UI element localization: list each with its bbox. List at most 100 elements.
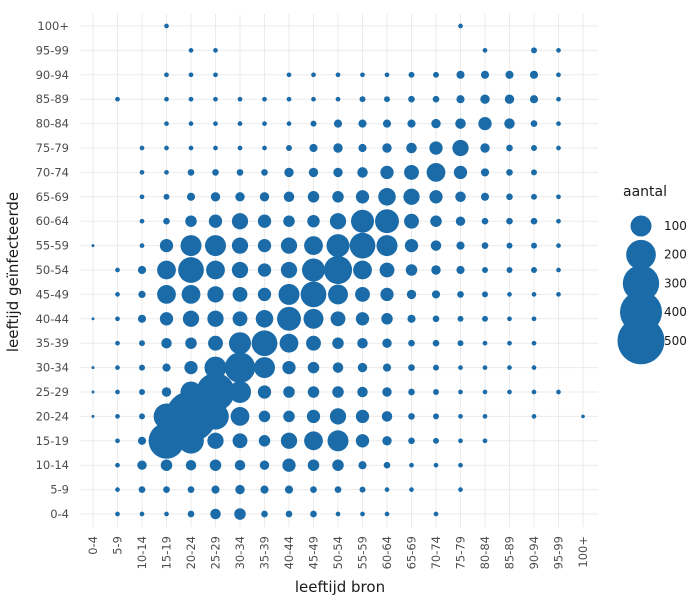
data-point bbox=[335, 511, 341, 517]
data-point bbox=[431, 118, 441, 129]
data-point bbox=[382, 387, 392, 397]
data-point bbox=[207, 310, 224, 327]
data-point bbox=[232, 311, 248, 327]
data-point bbox=[328, 284, 348, 305]
x-tick-label: 80-84 bbox=[478, 536, 492, 569]
data-point bbox=[186, 192, 196, 201]
data-point bbox=[237, 96, 243, 102]
data-point bbox=[207, 286, 224, 303]
data-point bbox=[384, 72, 390, 78]
y-tick-label: 65-69 bbox=[36, 190, 69, 204]
data-point bbox=[163, 217, 170, 225]
data-point bbox=[531, 340, 537, 346]
x-tick-label: 25-29 bbox=[209, 536, 223, 569]
data-point bbox=[138, 486, 146, 493]
data-point bbox=[206, 260, 225, 280]
x-axis-ticks: 0-4 5-9 10-14 15-19 20-24 25-29 30-34 35-39 40-4… bbox=[86, 536, 590, 569]
data-point bbox=[406, 289, 417, 300]
data-point bbox=[139, 218, 145, 224]
legend-title: aantal bbox=[623, 184, 667, 200]
data-point bbox=[408, 413, 415, 420]
data-point bbox=[182, 310, 200, 327]
data-point bbox=[433, 413, 439, 420]
data-point bbox=[115, 292, 120, 297]
data-point bbox=[504, 118, 515, 129]
x-tick-label: 45-49 bbox=[307, 536, 321, 569]
data-point bbox=[178, 427, 204, 454]
data-point bbox=[231, 237, 249, 254]
data-point bbox=[277, 306, 301, 331]
data-point bbox=[307, 361, 320, 374]
data-point bbox=[358, 143, 367, 153]
data-point bbox=[480, 192, 490, 201]
y-tick-label: 20-24 bbox=[36, 409, 69, 423]
data-point bbox=[310, 120, 317, 127]
data-point bbox=[482, 414, 488, 419]
legend-key bbox=[617, 317, 665, 365]
data-point bbox=[261, 169, 268, 176]
legend-key bbox=[622, 265, 660, 302]
data-point bbox=[429, 190, 443, 204]
data-point bbox=[480, 70, 490, 79]
data-point bbox=[306, 409, 321, 424]
data-point bbox=[115, 511, 120, 517]
y-tick-label: 60-64 bbox=[36, 214, 69, 228]
x-tick-label: 65-69 bbox=[405, 536, 419, 569]
data-point bbox=[196, 372, 235, 412]
data-point bbox=[458, 365, 463, 370]
data-point bbox=[335, 96, 341, 102]
data-point bbox=[481, 242, 489, 249]
x-tick-label: 60-64 bbox=[380, 536, 394, 569]
data-point bbox=[115, 96, 120, 102]
data-point bbox=[455, 191, 466, 203]
data-point bbox=[115, 414, 120, 419]
data-point bbox=[382, 363, 392, 372]
data-point bbox=[115, 487, 120, 492]
data-point bbox=[278, 283, 300, 305]
data-point bbox=[260, 485, 269, 494]
data-point bbox=[531, 267, 537, 273]
data-point bbox=[310, 510, 317, 518]
data-point bbox=[257, 214, 272, 228]
data-points bbox=[91, 23, 585, 520]
data-point bbox=[378, 188, 396, 206]
data-point bbox=[280, 432, 298, 449]
data-point bbox=[259, 192, 270, 202]
data-point bbox=[164, 145, 169, 151]
data-point bbox=[431, 290, 441, 299]
data-point bbox=[236, 169, 244, 176]
data-point bbox=[432, 315, 440, 323]
data-point bbox=[409, 462, 414, 468]
data-point bbox=[234, 459, 246, 471]
data-point bbox=[408, 71, 415, 78]
data-point bbox=[433, 511, 439, 517]
data-point bbox=[458, 438, 463, 444]
data-point bbox=[531, 316, 537, 322]
data-point bbox=[403, 188, 420, 205]
data-point bbox=[188, 72, 194, 78]
data-point bbox=[478, 116, 492, 131]
data-point bbox=[329, 408, 347, 425]
data-point bbox=[506, 193, 513, 201]
data-point bbox=[383, 461, 391, 469]
data-point bbox=[115, 316, 120, 322]
data-point bbox=[139, 364, 145, 371]
data-point bbox=[507, 340, 512, 346]
data-point bbox=[480, 94, 490, 104]
legend-label: 300 bbox=[664, 276, 687, 290]
data-point bbox=[261, 510, 268, 518]
y-tick-label: 25-29 bbox=[36, 385, 69, 399]
data-point bbox=[160, 459, 173, 471]
y-tick-label: 10-14 bbox=[36, 458, 69, 472]
data-point bbox=[556, 194, 561, 200]
data-point bbox=[235, 484, 245, 495]
data-point bbox=[180, 235, 202, 257]
data-point bbox=[231, 261, 249, 279]
data-point bbox=[408, 339, 415, 347]
data-point bbox=[115, 462, 120, 468]
y-tick-label: 45-49 bbox=[36, 287, 69, 301]
data-point bbox=[556, 145, 561, 151]
data-point bbox=[332, 459, 344, 471]
data-point bbox=[482, 340, 488, 346]
data-point bbox=[185, 215, 197, 227]
